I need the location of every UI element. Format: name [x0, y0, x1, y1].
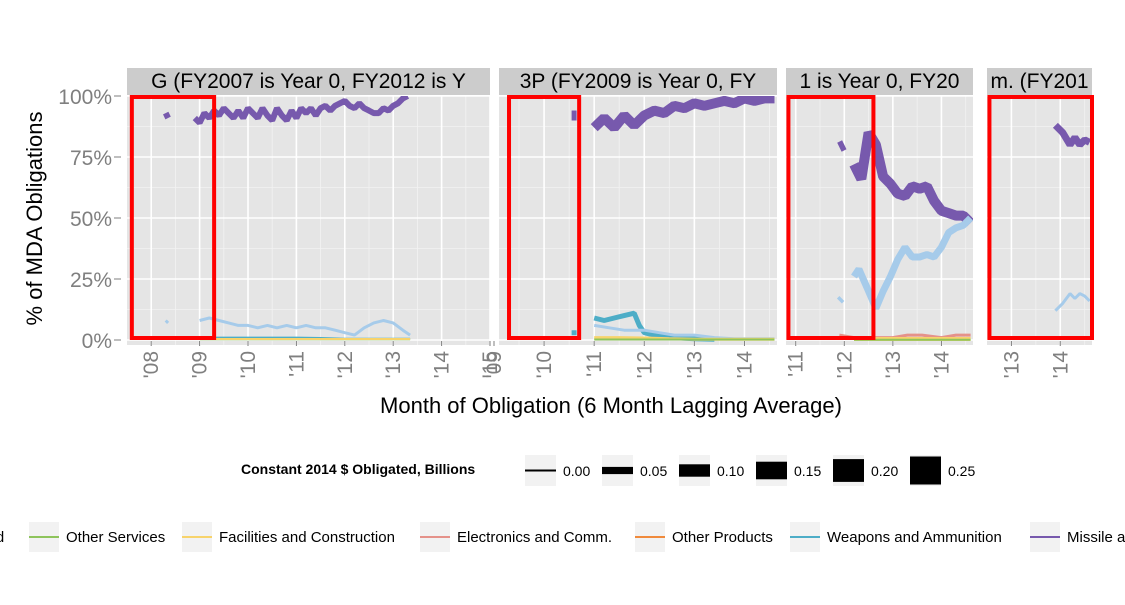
size-legend-swatch — [525, 469, 556, 472]
size-legend-swatch — [756, 461, 787, 480]
color-legend-label: Weapons and Ammunition — [827, 529, 1002, 546]
color-legend-label: Other Services — [66, 529, 165, 546]
x-tick-label: '14 — [1049, 351, 1072, 379]
panel-grid — [987, 96, 1092, 345]
y-tick-label: 75% — [70, 147, 112, 170]
size-legend-label: 0.20 — [871, 463, 898, 479]
x-axis-title: Month of Obligation (6 Month Lagging Ave… — [380, 393, 842, 418]
color-legend-label: Other Products — [672, 529, 773, 546]
facet-strip — [987, 68, 1092, 95]
panel-background — [499, 96, 777, 345]
size-legend-swatch — [833, 459, 864, 482]
panel-background — [987, 96, 1092, 345]
size-legend-label: 0.15 — [794, 463, 821, 479]
y-tick-label: 0% — [82, 330, 112, 353]
color-legend-label: sed — [0, 529, 4, 546]
x-tick-label: '14 — [431, 351, 454, 379]
color-legend-label: Missile a — [1067, 529, 1125, 546]
panel-background — [127, 96, 490, 345]
size-legend: Constant 2014 $ Obligated, Billions 0.00 0… — [241, 455, 975, 486]
y-axis-title: % of MDA Obligations — [22, 112, 47, 326]
panel-grid — [127, 96, 490, 345]
x-tick-label: '13 — [683, 351, 706, 378]
x-tick-label: '11 — [785, 351, 808, 377]
x-tick-label: '13 — [882, 351, 905, 378]
x-tick-label: '10 — [533, 351, 556, 378]
color-legend-label: Facilities and Construction — [219, 529, 395, 546]
panel-series — [571, 96, 775, 342]
x-tick-label: '09 — [483, 351, 506, 378]
color-legend: sed Other Services Facilities and Construc… — [0, 522, 1125, 552]
facet-strip — [786, 68, 973, 95]
size-legend-label: 0.10 — [717, 463, 744, 479]
x-tick-label: '13 — [382, 351, 405, 378]
y-tick-label: 25% — [70, 269, 112, 292]
x-tick-label: '10 — [237, 351, 260, 378]
facet-strip-label: G (FY2007 is Year 0, FY2012 is Y — [151, 70, 466, 93]
highlight-box — [987, 95, 1094, 340]
panel-series — [163, 96, 411, 341]
x-tick-label: '14 — [733, 351, 756, 379]
series-line — [164, 316, 411, 337]
facet-panel: m. (FY201 '13 '14 — [987, 68, 1094, 379]
facet-strip — [127, 68, 490, 95]
highlight-box — [786, 95, 876, 340]
facet-strip-label: 1 is Year 0, FY20 — [800, 70, 960, 93]
series-line — [571, 96, 775, 132]
x-tick-label: '09 — [189, 351, 212, 378]
size-legend-label: 0.00 — [563, 463, 590, 479]
facet-strip-label: 3P (FY2009 is Year 0, FY — [520, 70, 757, 93]
x-tick-label: '11 — [583, 351, 606, 377]
size-legend-label: 0.25 — [948, 463, 975, 479]
facet-panel: G (FY2007 is Year 0, FY2012 is Y '08 '09 '1… — [127, 68, 502, 378]
facet-strip-label: m. (FY201 — [990, 70, 1088, 93]
color-legend-label: Electronics and Comm. — [457, 529, 612, 546]
x-tick-label: '12 — [633, 351, 656, 378]
size-legend-swatch — [910, 456, 941, 485]
panel-grid — [499, 96, 777, 345]
size-legend-title: Constant 2014 $ Obligated, Billions — [241, 461, 475, 477]
highlight-box — [129, 95, 217, 340]
x-tick-label: '14 — [930, 351, 953, 379]
size-legend-swatch — [602, 466, 633, 475]
highlight-box — [507, 95, 582, 340]
x-tick-label: '13 — [1000, 351, 1023, 378]
series-line — [163, 96, 410, 125]
facet-panel: 1 is Year 0, FY20 '11 '12 '13 '14 — [785, 68, 973, 378]
x-tick-label: '12 — [334, 351, 357, 378]
size-legend-label: 0.05 — [640, 463, 667, 479]
facet-panel: 3P (FY2009 is Year 0, FY '09 '10 '11 '12 '13 '… — [483, 68, 777, 378]
y-tick-label: 50% — [70, 208, 112, 231]
facet-strip — [499, 68, 777, 95]
x-tick-label: '08 — [140, 351, 163, 378]
series-line — [1054, 292, 1091, 312]
y-tick-label: 100% — [58, 86, 112, 109]
x-tick-label: '15 — [479, 351, 502, 378]
x-tick-label: '11 — [285, 351, 308, 377]
size-legend-swatch — [679, 464, 710, 477]
series-line — [1052, 122, 1092, 148]
x-tick-label: '12 — [833, 351, 856, 378]
